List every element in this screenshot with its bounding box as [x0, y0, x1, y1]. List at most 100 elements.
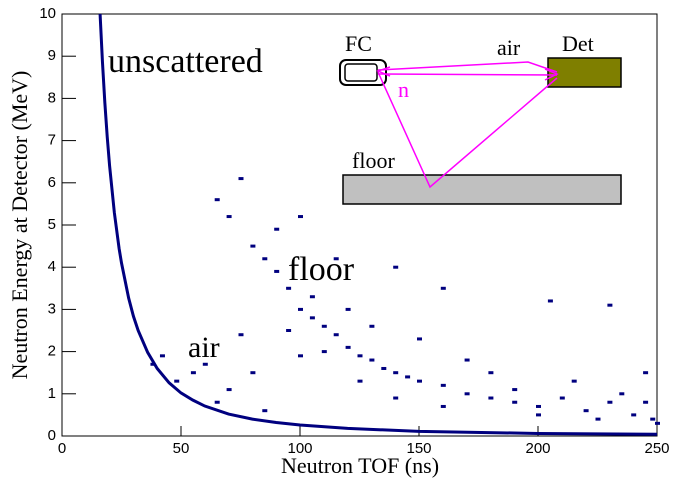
scatter-cell	[595, 417, 601, 421]
scatter-cell	[262, 257, 268, 261]
scatter-cell	[512, 400, 518, 404]
air-path	[377, 61, 558, 73]
inset-label: FC	[345, 31, 372, 56]
scatter-cell	[274, 269, 280, 273]
scatter-cell	[464, 392, 470, 396]
scatter-cell	[226, 388, 232, 392]
y-tick-label: 10	[39, 5, 56, 22]
annotation: unscattered	[108, 43, 263, 80]
scatter-cell	[440, 286, 446, 290]
scatter-cell	[488, 371, 494, 375]
scatter-cell	[174, 379, 180, 383]
y-tick-label: 1	[48, 385, 56, 402]
scatter-cell	[369, 324, 375, 328]
scatter-cell	[405, 375, 411, 379]
scatter-cell	[214, 400, 220, 404]
y-tick-label: 7	[48, 132, 56, 149]
unscattered-curve	[98, 13, 658, 436]
scatter-cell	[298, 354, 303, 358]
scatter-cell	[345, 307, 351, 311]
scatter-cell	[607, 400, 613, 404]
scatter-cell	[226, 215, 232, 219]
scatter-cell	[333, 333, 339, 337]
scatter-cell	[619, 392, 625, 396]
scatter-cell	[298, 307, 303, 311]
x-axis-title: Neutron TOF (ns)	[281, 453, 439, 478]
y-axis-title: Neutron Energy at Detector (MeV)	[7, 71, 32, 380]
scatter-cell	[286, 286, 292, 290]
y-tick-label: 4	[48, 258, 56, 275]
scatter-cell	[393, 265, 399, 269]
x-tick-label: 0	[58, 440, 66, 457]
scatter-cell	[536, 413, 541, 417]
scatter-cell	[440, 383, 446, 387]
scatter-cell	[309, 316, 315, 320]
scatter-cell	[202, 362, 208, 366]
arrow	[375, 66, 391, 77]
scatter-cell	[150, 362, 156, 366]
scatter-cell	[357, 379, 363, 383]
x-tick-label: 150	[406, 440, 431, 457]
floor-shape	[342, 174, 622, 205]
fc-inner	[344, 63, 378, 82]
scatter-cell	[440, 404, 446, 408]
scatter-cell	[650, 417, 656, 421]
scatter-cell	[345, 345, 351, 349]
scatter-cell	[571, 379, 577, 383]
inset-label: floor	[352, 148, 395, 173]
x-tick-label: 250	[644, 440, 669, 457]
inset-label: n	[398, 77, 409, 102]
scatter-cell	[393, 396, 399, 400]
scatter-cell	[309, 295, 315, 299]
x-tick-label: 50	[173, 440, 190, 457]
annotation: air	[188, 331, 220, 364]
scatter-cell	[333, 257, 339, 261]
y-tick-label: 8	[48, 89, 56, 106]
scatter-cell	[547, 299, 553, 303]
inset-label: air	[497, 35, 521, 60]
scatter-cell	[262, 409, 268, 413]
y-tick-label: 3	[48, 300, 56, 317]
floor-path	[377, 71, 558, 189]
scatter-cell	[214, 198, 220, 202]
scatter-cell	[417, 337, 422, 341]
annotation: floor	[288, 251, 355, 288]
scatter-cell	[655, 421, 660, 425]
scatter-cell	[369, 358, 375, 362]
y-tick-label: 0	[48, 427, 56, 444]
scatter-cell	[250, 371, 256, 375]
scatter-cell	[417, 379, 422, 383]
x-tick-label: 200	[525, 440, 550, 457]
scatter-cell	[357, 354, 363, 358]
scatter-cell	[607, 303, 613, 307]
scatter-cell	[286, 329, 292, 332]
scatter-cell	[321, 324, 327, 328]
y-tick-label: 6	[48, 174, 56, 191]
direct-path	[377, 73, 558, 76]
scatter-cell	[464, 358, 470, 362]
y-tick-label: 2	[48, 343, 56, 360]
scatter-cell	[274, 227, 280, 231]
scatter-cell	[631, 413, 637, 417]
arrow	[544, 68, 559, 81]
detector-shape	[547, 57, 622, 88]
inset-label: Det	[562, 31, 594, 56]
scatter-cell	[536, 404, 541, 408]
inset-diagram: FC air Det n floor	[339, 31, 622, 205]
scatter-cell	[238, 333, 244, 337]
scatter-cell	[298, 215, 303, 219]
scatter-cell	[381, 366, 387, 370]
scatter-cell	[238, 177, 244, 181]
scatter-cell	[488, 396, 494, 400]
scatter-cell	[393, 371, 399, 375]
scatter-cell	[559, 396, 565, 400]
scatter-cell	[321, 350, 327, 354]
x-tick-label: 100	[287, 440, 312, 457]
scatter-cell	[250, 244, 256, 248]
scatter-cell	[159, 354, 165, 358]
y-tick-label: 5	[48, 216, 56, 233]
scatter-cell	[583, 409, 589, 413]
scatter-cell	[643, 371, 649, 375]
scatter-cell	[643, 400, 649, 404]
